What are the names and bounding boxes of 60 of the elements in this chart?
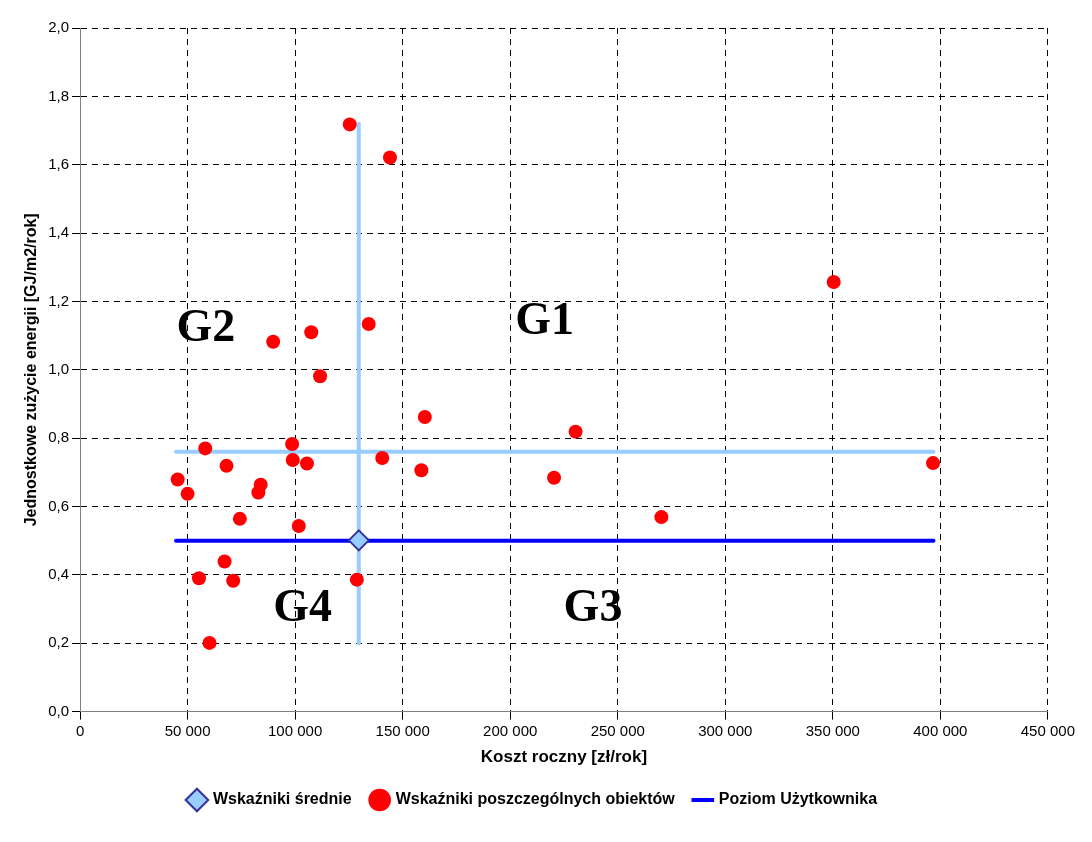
- y-tick-label: 1,2: [48, 291, 70, 309]
- y-tick-label: 2,0: [48, 18, 70, 36]
- point: [349, 572, 364, 587]
- x-tick-label: 150 000: [375, 721, 430, 739]
- legend-label: Wskaźniki poszczególnych obiektów: [395, 790, 676, 808]
- x-tick-label: 450 000: [1020, 721, 1076, 739]
- x-tick-label: 250 000: [590, 721, 645, 739]
- legend-label: Poziom Użytkownika: [718, 790, 878, 808]
- x-axis-title: Koszt roczny [zł/rok]: [480, 747, 648, 767]
- x-tick-label: 400 000: [913, 721, 968, 739]
- point: [382, 150, 397, 165]
- y-tick-label: 0,0: [48, 701, 70, 719]
- point: [219, 458, 234, 473]
- point: [304, 325, 319, 340]
- point: [232, 511, 247, 526]
- x-tick-label: 0: [75, 721, 85, 739]
- y-tick-label: 1,0: [48, 359, 70, 377]
- point: [414, 463, 429, 478]
- x-tick-label: 300 000: [698, 721, 753, 739]
- point: [170, 472, 185, 487]
- point: [926, 456, 941, 471]
- point: [299, 456, 314, 471]
- y-tick-label: 0,6: [48, 496, 70, 514]
- y-axis-title: Jednostkowe zużycie energii [GJ/m2/rok]: [22, 213, 40, 527]
- annotation: G4: [273, 579, 333, 631]
- point: [361, 317, 376, 331]
- annotation: G3: [563, 579, 623, 631]
- point: [202, 635, 217, 650]
- annotation: G2: [176, 299, 236, 351]
- point: [285, 436, 300, 451]
- point: [654, 510, 669, 525]
- y-tick-label: 0,8: [48, 428, 70, 446]
- point: [285, 453, 300, 468]
- legend-label: Wskaźniki średnie: [212, 790, 352, 808]
- point: [375, 450, 390, 465]
- y-tick-label: 1,8: [48, 86, 70, 104]
- point: [826, 274, 841, 289]
- point: [191, 571, 206, 586]
- point: [547, 470, 562, 485]
- point: [266, 334, 281, 349]
- point: [313, 369, 328, 384]
- x-tick-label: 50 000: [164, 721, 211, 739]
- point: [198, 441, 213, 456]
- point: [291, 519, 306, 533]
- y-tick-label: 1,6: [48, 154, 70, 172]
- y-tick-label: 0,2: [48, 633, 70, 651]
- point: [568, 424, 583, 439]
- point: [180, 486, 195, 501]
- point: [226, 573, 241, 588]
- y-tick-label: 0,4: [48, 565, 70, 583]
- y-tick-label: 1,4: [48, 223, 70, 241]
- annotation: G1: [515, 292, 574, 344]
- x-tick-label: 350 000: [805, 721, 860, 739]
- x-tick-label: 100 000: [268, 721, 323, 739]
- point: [217, 554, 232, 569]
- point: [417, 409, 432, 424]
- point: [347, 529, 370, 552]
- point: [342, 117, 357, 132]
- x-tick-label: 200 000: [483, 721, 538, 739]
- point: [251, 485, 266, 500]
